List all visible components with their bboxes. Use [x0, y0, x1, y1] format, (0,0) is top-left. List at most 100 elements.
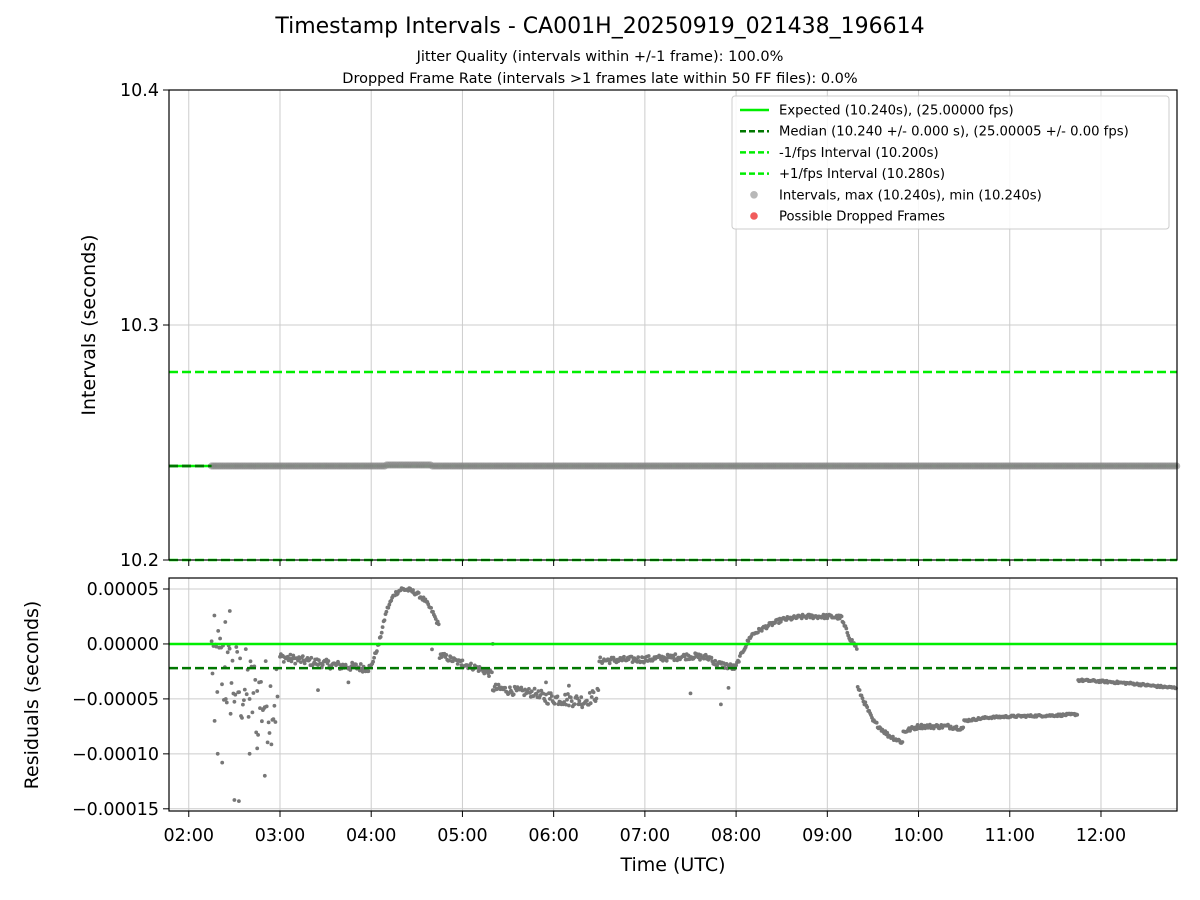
legend-entry-label: Median (10.240 +/- 0.000 s), (25.00005 +… — [779, 125, 1129, 140]
residual-point — [572, 702, 577, 706]
residual-point — [287, 656, 292, 661]
legend-entry-label: +1/fps Interval (10.280s) — [779, 167, 945, 182]
residual-point — [216, 629, 221, 633]
residual-point — [493, 682, 498, 687]
residual-point — [272, 703, 277, 708]
residual-point — [266, 720, 271, 725]
intervals-y-ticks: 10.2 10.3 10.4 — [120, 81, 169, 571]
residual-outlier-point — [255, 746, 260, 751]
residual-point — [218, 636, 223, 641]
residual-point — [863, 700, 868, 705]
residual-point — [532, 686, 537, 691]
residual-outlier-point — [237, 799, 241, 803]
residual-point — [487, 674, 491, 678]
residual-outlier-point — [460, 658, 465, 663]
residual-point — [885, 730, 890, 735]
residual-point — [701, 656, 706, 661]
residual-outlier-point — [544, 680, 548, 685]
residual-point — [293, 661, 298, 666]
residual-point — [251, 691, 256, 695]
residual-point — [490, 670, 494, 675]
legend-entry-label: Expected (10.240s), (25.00000 fps) — [779, 104, 1014, 119]
residual-point — [264, 704, 269, 709]
x-tick-label: 07:00 — [620, 826, 670, 846]
residual-point — [444, 653, 449, 657]
residual-point — [250, 710, 255, 715]
residual-point — [673, 652, 678, 657]
residual-point — [309, 655, 314, 660]
residual-point — [386, 605, 391, 610]
residual-point — [242, 687, 247, 692]
chart-subtitle-jitter: Jitter Quality (intervals within +/-1 fr… — [416, 49, 784, 65]
residual-point — [591, 690, 596, 695]
residual-point — [491, 688, 496, 693]
legend-entry-label: Intervals, max (10.240s), min (10.240s) — [779, 188, 1042, 203]
residual-point — [416, 591, 421, 595]
residual-point — [234, 645, 239, 649]
residuals-grid — [169, 578, 1177, 811]
residual-point — [387, 602, 392, 607]
residual-point — [389, 598, 394, 603]
residual-point — [384, 609, 389, 614]
residual-point — [519, 685, 524, 690]
residual-point — [954, 724, 959, 729]
residual-point — [527, 687, 531, 691]
residual-point — [713, 658, 718, 663]
residual-point — [857, 688, 862, 692]
residual-point — [326, 659, 331, 663]
residual-point — [238, 656, 243, 661]
residual-outlier-point — [719, 702, 723, 707]
residual-point — [548, 691, 553, 695]
residual-point — [210, 671, 215, 676]
residual-point — [447, 658, 451, 663]
residual-outlier-point — [227, 609, 232, 613]
residual-point — [225, 650, 230, 655]
residual-point — [630, 660, 635, 664]
residual-point — [578, 702, 583, 707]
residual-point — [567, 703, 571, 708]
residual-point — [375, 649, 379, 654]
residual-point — [596, 688, 601, 692]
residual-point — [354, 662, 358, 667]
intervals-y-tick-label: 10.2 — [120, 551, 159, 571]
residual-point — [839, 614, 844, 619]
x-tick-label: 08:00 — [711, 826, 761, 846]
residual-point — [709, 655, 714, 660]
residual-point — [511, 692, 516, 697]
residual-point — [431, 609, 435, 614]
residuals-y-tick-label: −0.00005 — [72, 690, 159, 710]
residual-point — [587, 691, 592, 695]
legend-box — [731, 95, 1170, 230]
chart-subtitle-dropped: Dropped Frame Rate (intervals >1 frames … — [342, 71, 858, 87]
residual-outlier-point — [262, 773, 267, 778]
x-tick-label: 04:00 — [346, 826, 396, 846]
residual-point — [588, 701, 593, 706]
residual-point — [844, 626, 849, 631]
residual-point — [759, 628, 764, 633]
residual-point — [436, 622, 441, 627]
residual-point — [233, 692, 238, 697]
legend: Expected (10.240s), (25.00000 fps) Median… — [731, 95, 1170, 230]
residual-point — [299, 660, 303, 664]
residual-point — [378, 635, 383, 639]
intervals-y-tick-label: 10.3 — [120, 316, 159, 336]
residual-point — [320, 663, 325, 667]
legend-entry-label: Possible Dropped Frames — [779, 210, 945, 225]
residual-point — [564, 702, 568, 707]
residual-point — [429, 606, 433, 610]
residual-point — [300, 654, 305, 658]
residuals-points — [209, 586, 1178, 803]
residual-point — [508, 685, 512, 690]
residual-point — [579, 695, 584, 700]
residual-point — [343, 662, 348, 667]
residual-point — [244, 692, 249, 697]
residual-point — [566, 692, 570, 696]
residuals-x-ticks: 02:00 03:00 04:00 05:00 06:00 07:00 08:00 09:00… — [164, 811, 1126, 846]
residual-point — [242, 698, 246, 702]
residual-point — [302, 661, 307, 666]
residuals-y-tick-label: −0.00010 — [72, 745, 159, 765]
residual-point — [640, 655, 644, 660]
legend-dot-swatch — [750, 191, 758, 199]
residual-point — [737, 659, 741, 664]
residual-point — [215, 690, 220, 694]
